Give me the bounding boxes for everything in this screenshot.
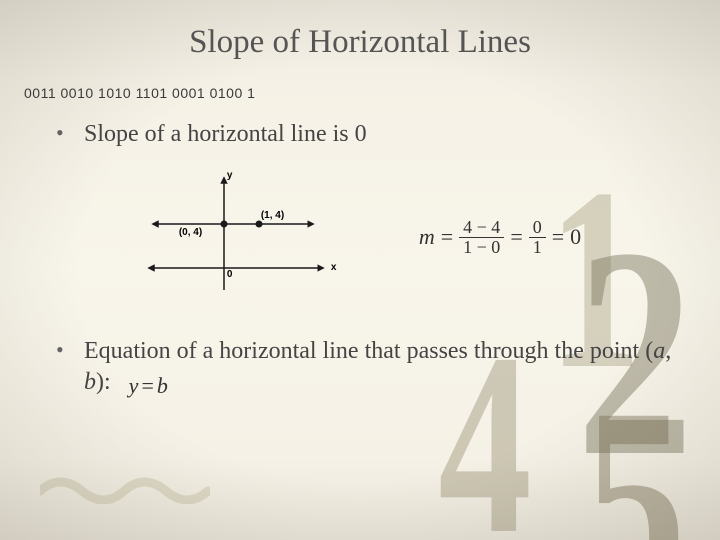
eq-frac2-num: 0: [529, 218, 546, 238]
slide-title: Slope of Horizontal Lines: [0, 0, 720, 61]
point-label-1-4: (1, 4): [261, 210, 284, 221]
eq-frac1-den: 1 − 0: [459, 238, 504, 257]
eq-frac-2: 0 1: [529, 218, 546, 257]
bullet-list: Slope of a horizontal line is 0: [0, 119, 720, 150]
graph-svg: [139, 172, 339, 302]
graph-and-equation-row: y x 0 (0, 4) (1, 4) m = 4 − 4 1 − 0 = 0 …: [0, 172, 720, 302]
b2-text-pre: Equation of a horizontal line that passe…: [84, 338, 653, 364]
binary-decor-text: 0011 0010 1010 1101 0001 0100 1: [24, 85, 720, 101]
lineeq-b: b: [157, 373, 168, 398]
axis-label-y: y: [227, 170, 233, 181]
axis-label-x: x: [331, 262, 337, 273]
slope-equation: m = 4 − 4 1 − 0 = 0 1 = 0: [419, 218, 581, 257]
eq-frac1-num: 4 − 4: [459, 218, 504, 238]
lineeq-y: y: [129, 373, 139, 398]
eq-frac2-den: 1: [529, 238, 546, 257]
b2-a: a: [653, 338, 665, 364]
bg-digit-4: 4: [438, 295, 532, 540]
eq-equals-3: =: [552, 224, 564, 250]
origin-label: 0: [227, 269, 233, 280]
graph: y x 0 (0, 4) (1, 4): [139, 172, 339, 302]
b2-mid: ,: [665, 338, 671, 364]
wave-decor: [40, 469, 210, 504]
bullet-equation-horizontal: Equation of a horizontal line that passe…: [64, 336, 680, 398]
eq-equals-2: =: [510, 224, 522, 250]
point-label-0-4: (0, 4): [179, 227, 202, 238]
b2-b: b: [84, 369, 96, 395]
eq-rhs-zero: 0: [570, 224, 581, 250]
b2-text-post: ):: [96, 369, 111, 395]
line-equation: y=b: [129, 373, 168, 398]
eq-frac-1: 4 − 4 1 − 0: [459, 218, 504, 257]
bullet-list-2: Equation of a horizontal line that passe…: [0, 336, 720, 398]
lineeq-eq: =: [138, 373, 156, 398]
eq-equals-1: =: [441, 224, 453, 250]
bullet-slope-zero: Slope of a horizontal line is 0: [64, 119, 680, 150]
eq-m: m: [419, 224, 435, 250]
